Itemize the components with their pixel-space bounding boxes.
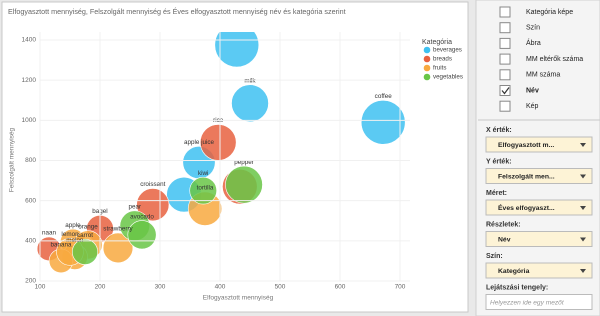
y-tick-label: 1200 bbox=[22, 77, 37, 84]
data-label: pear bbox=[128, 204, 141, 211]
plot-area: lemonademilkcoffeeapple juicericecroissa… bbox=[36, 23, 406, 274]
checkbox[interactable] bbox=[499, 69, 511, 81]
well-box[interactable] bbox=[485, 262, 593, 279]
x-tick-label: 700 bbox=[395, 284, 406, 291]
field-label: MM száma bbox=[526, 72, 560, 79]
x-tick-label: 600 bbox=[335, 284, 346, 291]
well-box[interactable] bbox=[485, 199, 593, 216]
field-label: Kategória képe bbox=[526, 9, 573, 16]
data-label: apple bbox=[65, 222, 81, 229]
well-box[interactable] bbox=[485, 294, 593, 310]
legend-marker bbox=[423, 55, 431, 63]
well-label: Részletek: bbox=[486, 221, 521, 228]
bubble[interactable] bbox=[225, 165, 263, 204]
field-label: Név bbox=[526, 87, 539, 94]
data-label: kiwi bbox=[198, 170, 209, 177]
checkbox[interactable] bbox=[499, 85, 511, 96]
checkbox[interactable] bbox=[499, 6, 511, 18]
field-label: MM eltérők száma bbox=[526, 56, 583, 63]
chart-title: Elfogyasztott mennyiség, Felszolgált men… bbox=[8, 7, 346, 16]
dropdown-arrow[interactable] bbox=[580, 269, 586, 273]
checkbox[interactable] bbox=[499, 37, 511, 49]
dropdown-arrow[interactable] bbox=[580, 206, 586, 210]
well-box[interactable] bbox=[485, 231, 593, 247]
well-box[interactable] bbox=[485, 168, 593, 184]
legend-label: breads bbox=[433, 56, 452, 63]
data-label: naan bbox=[42, 230, 57, 237]
field-label: Kép bbox=[526, 103, 539, 110]
x-tick-label: 300 bbox=[155, 284, 166, 291]
data-label: pepper bbox=[234, 159, 254, 166]
well-label: Lejátszási tengely: bbox=[486, 284, 548, 291]
well-value: Elfogyasztott m... bbox=[498, 142, 554, 149]
checkbox[interactable] bbox=[499, 100, 511, 112]
legend-label: beverages bbox=[433, 47, 462, 54]
y-tick-label: 400 bbox=[25, 238, 36, 245]
check-mark bbox=[501, 87, 510, 95]
field-label: Ábra bbox=[526, 38, 541, 47]
data-label: coffee bbox=[375, 93, 393, 100]
legend-marker bbox=[423, 73, 431, 81]
bubble[interactable] bbox=[71, 238, 99, 265]
y-tick-label: 800 bbox=[25, 157, 36, 164]
data-label: banana bbox=[50, 242, 72, 249]
bubble[interactable] bbox=[189, 176, 217, 205]
well-value: Kategória bbox=[498, 268, 530, 275]
y-axis-label: Felszolgált mennyiség bbox=[9, 127, 16, 192]
well-label: Y érték: bbox=[486, 158, 512, 165]
data-label: apple juice bbox=[184, 139, 215, 146]
dropdown-arrow[interactable] bbox=[580, 174, 586, 179]
bubble[interactable] bbox=[360, 100, 406, 145]
well-value: Név bbox=[498, 236, 511, 243]
data-label: tortilla bbox=[197, 185, 214, 192]
bubble[interactable] bbox=[214, 23, 260, 68]
dropdown-arrow[interactable] bbox=[580, 143, 586, 147]
x-tick-label: 200 bbox=[95, 284, 106, 291]
y-tick-label: 200 bbox=[25, 278, 36, 285]
legend-label: fruits bbox=[433, 65, 446, 72]
y-tick-label: 600 bbox=[25, 197, 36, 204]
legend-marker bbox=[423, 64, 431, 72]
data-label: lemon bbox=[61, 231, 79, 238]
dropdown-arrow[interactable] bbox=[580, 237, 586, 242]
x-axis-label: Elfogyasztott mennyiség bbox=[203, 295, 274, 302]
checkbox[interactable] bbox=[499, 53, 511, 65]
well-value: Felszolgált men... bbox=[498, 173, 555, 180]
field-label: Szín bbox=[526, 25, 540, 32]
well-label: Szín: bbox=[486, 253, 503, 260]
legend-label: vegetables bbox=[433, 74, 463, 81]
y-tick-label: 1400 bbox=[22, 37, 37, 44]
bubble[interactable] bbox=[127, 220, 157, 250]
data-label: avocado bbox=[130, 213, 154, 220]
well-label: X érték: bbox=[486, 127, 512, 134]
bubble[interactable] bbox=[231, 84, 269, 123]
well-value: Éves elfogyaszt... bbox=[498, 203, 555, 212]
checkbox[interactable] bbox=[499, 22, 511, 34]
well-label: Méret: bbox=[486, 190, 507, 197]
x-tick-label: 100 bbox=[35, 284, 46, 291]
data-label: strawberry bbox=[103, 226, 133, 233]
well-placeholder: Helyezzen ide egy mezőt bbox=[490, 299, 565, 306]
data-label: orange bbox=[78, 223, 98, 230]
x-tick-label: 400 bbox=[215, 284, 226, 291]
data-label: croissant bbox=[140, 181, 165, 188]
legend-title: Kategória bbox=[422, 39, 452, 46]
bubble[interactable] bbox=[136, 188, 170, 222]
x-tick-label: 500 bbox=[275, 284, 286, 291]
data-label: milk bbox=[244, 77, 256, 84]
y-tick-label: 1000 bbox=[22, 117, 37, 124]
legend-marker bbox=[423, 46, 431, 54]
well-box[interactable] bbox=[485, 136, 593, 153]
data-label: carrot bbox=[77, 232, 93, 239]
